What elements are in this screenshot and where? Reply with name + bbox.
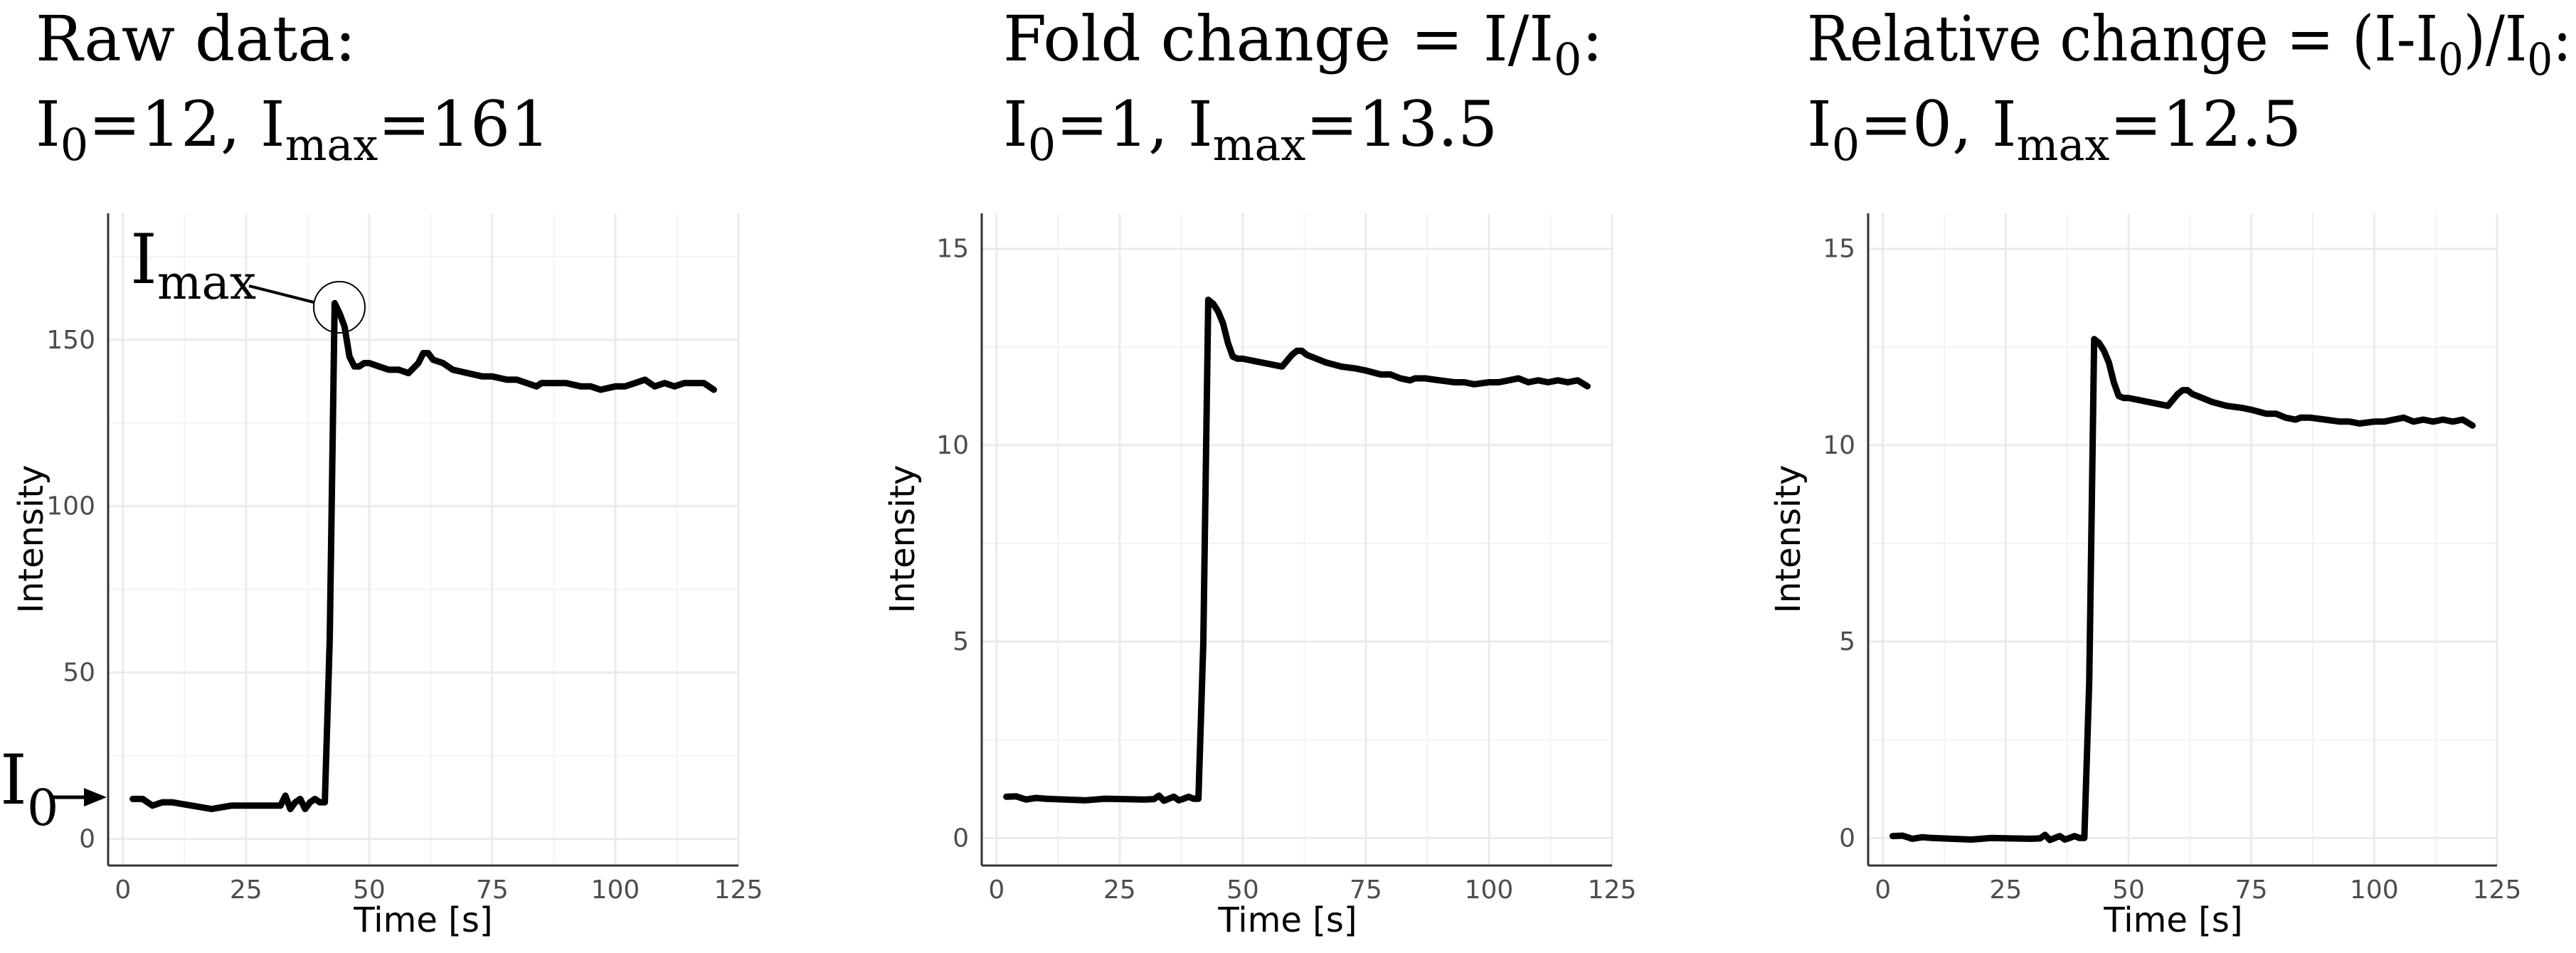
imax-label: Imax [130,220,256,310]
x-tick-label: 125 [2473,875,2522,905]
series-line [129,299,717,812]
y-axis-title: Intensity [11,465,51,614]
panel-3-title-line1: Relative change = (I-I0)/I0: [1807,2,2572,85]
title-text: =161 [378,87,550,161]
grid [982,213,1613,866]
y-tick-label: 5 [1839,627,1855,656]
title-subscript: 0 [2527,33,2553,85]
axes [107,213,738,867]
title-text: Raw data: [36,2,356,75]
panel-2-title: Fold change = I/I0: I0=1, Imax=13.5 [1003,2,1603,171]
x-tick-label: 75 [1350,875,1382,905]
imax-marker-circle [313,281,366,334]
title-subscript: 0 [2438,33,2464,85]
series [1003,297,1591,804]
y-tick-label: 0 [79,825,95,854]
panel-1-title-line1: Raw data: [36,2,356,75]
i0-label: I0 [0,740,58,837]
chart-panel-1: 0 25 50 75 100 125 0 50 100 150 Time [s] Intensit… [11,213,763,940]
title-subscript: max [2017,119,2110,171]
title-text: : [2553,2,2572,75]
x-tick-label: 50 [1226,875,1259,905]
title-text: I [1807,87,1832,161]
y-tick-label: 100 [46,492,95,521]
panel-1-title: Raw data: I0=12, Imax=161 [36,2,550,171]
title-text: =12, I [88,87,285,161]
x-tick-label: 25 [1103,875,1136,905]
title-text: )/I [2464,2,2527,75]
y-tick-label: 150 [46,326,95,355]
annotation-subscript: max [157,255,256,310]
y-axis-title: Intensity [1769,465,1808,614]
axes [1867,213,2497,867]
x-tick-label: 75 [2235,875,2268,905]
grid [1868,213,2498,866]
title-subscript: max [1213,119,1306,171]
panel-2-title-line2: I0=1, Imax=13.5 [1003,87,1498,171]
x-tick-label: 50 [2112,875,2145,905]
title-text: Relative change = (I-I [1807,2,2438,75]
series-line [1003,297,1591,804]
x-tick-label: 100 [591,875,640,905]
x-tick-label: 125 [714,875,763,905]
series [129,299,717,812]
x-tick-label: 0 [1875,875,1891,905]
title-subscript: 0 [1028,119,1056,171]
y-axis-title: Intensity [883,465,923,614]
annotation-text: I [0,740,27,820]
x-axis-title: Time [s] [2103,900,2242,940]
title-text: =13.5 [1305,87,1498,161]
tick-label-group: 0 25 50 75 100 125 0 5 10 15 [936,235,1636,905]
y-tick-label: 10 [1823,431,1855,460]
y-tick-label: 0 [953,824,969,853]
title-text: I [36,87,60,161]
x-tick-label: 25 [230,875,263,905]
chart-panel-2: 0 25 50 75 100 125 0 5 10 15 Time [s] Intensity [883,213,1636,940]
x-tick-label: 75 [476,875,509,905]
panel-2-title-line1: Fold change = I/I0: [1003,2,1603,85]
series [1889,336,2476,843]
x-axis-title: Time [s] [1217,900,1357,940]
y-tick-label: 50 [63,659,95,688]
x-tick-label: 50 [353,875,386,905]
y-tick-label: 15 [936,235,969,264]
panel-1-title-line2: I0=12, Imax=161 [36,87,550,171]
series-line [1889,336,2476,843]
title-text: =12.5 [2109,87,2301,161]
tick-label-group: 0 25 50 75 100 125 0 5 10 15 [1823,235,2521,905]
x-tick-label: 100 [1465,875,1514,905]
x-tick-label: 125 [1588,875,1637,905]
title-text: : [1582,2,1604,75]
panel-3-title-line2: I0=0, Imax=12.5 [1807,87,2301,171]
title-subscript: 0 [60,119,88,171]
panel-3-title: Relative change = (I-I0)/I0: I0=0, Imax=… [1807,2,2572,171]
i0-arrow-head [84,788,107,806]
y-tick-label: 10 [936,431,969,460]
annotation-text: I [130,220,157,299]
title-text: =1, I [1056,87,1212,161]
title-subscript: 0 [1832,119,1860,171]
axes [980,213,1612,867]
chart-panel-3: 0 25 50 75 100 125 0 5 10 15 Time [s] Intensity [1769,213,2521,940]
imax-annotation: Imax [130,220,366,334]
y-tick-label: 0 [1839,824,1855,853]
x-tick-label: 25 [1989,875,2022,905]
x-tick-label: 100 [2350,875,2399,905]
title-subscript: 0 [1554,33,1581,85]
title-text: I [1003,87,1028,161]
title-text: =0, I [1860,87,2016,161]
y-tick-label: 5 [953,627,969,656]
title-subscript: max [285,119,378,171]
y-tick-label: 15 [1823,235,1855,264]
annotation-subscript: 0 [27,779,59,837]
grid [108,213,740,866]
title-text: Fold change = I/I [1003,2,1554,75]
x-tick-label: 0 [115,875,131,905]
imax-leader-line [248,284,314,304]
x-tick-label: 0 [988,875,1005,905]
tick-label-group: 0 25 50 75 100 125 0 50 100 150 [46,326,763,905]
i0-annotation: I0 [0,740,107,837]
x-axis-title: Time [s] [353,900,492,940]
